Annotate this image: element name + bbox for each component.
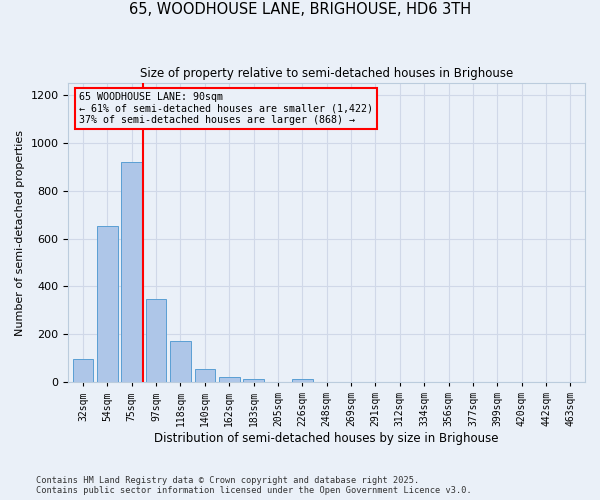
- Y-axis label: Number of semi-detached properties: Number of semi-detached properties: [15, 130, 25, 336]
- Bar: [73, 359, 94, 382]
- Bar: [243, 379, 264, 382]
- Bar: [146, 299, 166, 382]
- Text: 65, WOODHOUSE LANE, BRIGHOUSE, HD6 3TH: 65, WOODHOUSE LANE, BRIGHOUSE, HD6 3TH: [129, 2, 471, 18]
- Text: Contains HM Land Registry data © Crown copyright and database right 2025.
Contai: Contains HM Land Registry data © Crown c…: [36, 476, 472, 495]
- Title: Size of property relative to semi-detached houses in Brighouse: Size of property relative to semi-detach…: [140, 68, 514, 80]
- X-axis label: Distribution of semi-detached houses by size in Brighouse: Distribution of semi-detached houses by …: [154, 432, 499, 445]
- Bar: [121, 162, 142, 382]
- Bar: [97, 226, 118, 382]
- Bar: [194, 368, 215, 382]
- Bar: [292, 379, 313, 382]
- Text: 65 WOODHOUSE LANE: 90sqm
← 61% of semi-detached houses are smaller (1,422)
37% o: 65 WOODHOUSE LANE: 90sqm ← 61% of semi-d…: [79, 92, 373, 125]
- Bar: [219, 378, 239, 382]
- Bar: [170, 342, 191, 382]
